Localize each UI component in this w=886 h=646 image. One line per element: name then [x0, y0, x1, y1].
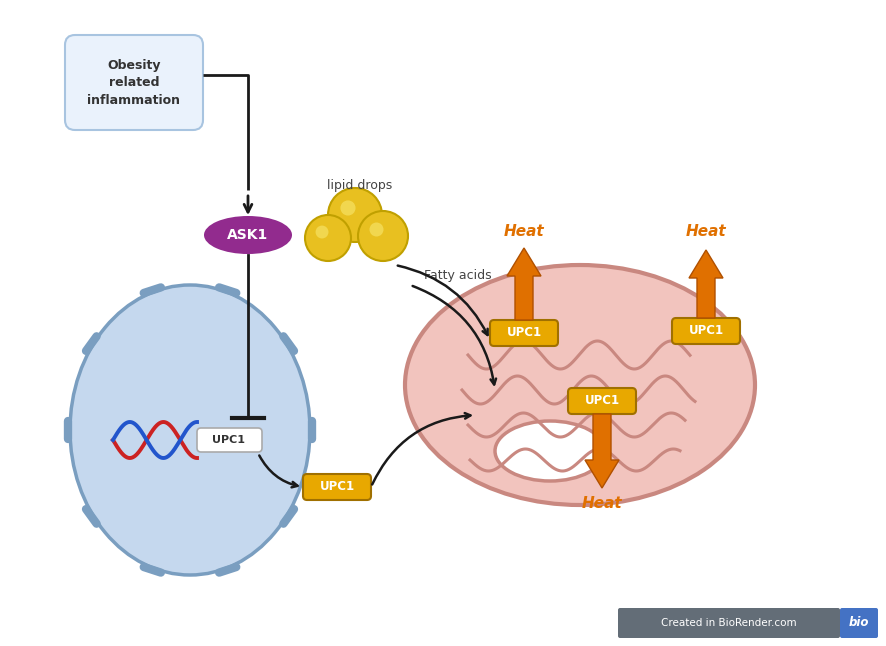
Text: UPC1: UPC1 — [584, 395, 618, 408]
Text: Created in BioRender.com: Created in BioRender.com — [660, 618, 796, 628]
Circle shape — [315, 225, 328, 238]
Ellipse shape — [70, 285, 309, 575]
Text: UPC1: UPC1 — [506, 326, 541, 340]
Circle shape — [340, 200, 355, 216]
FancyBboxPatch shape — [567, 388, 635, 414]
Polygon shape — [585, 414, 618, 488]
Text: Heat: Heat — [685, 225, 726, 240]
Circle shape — [305, 215, 351, 261]
FancyBboxPatch shape — [839, 608, 877, 638]
Ellipse shape — [405, 265, 754, 505]
Text: Heat: Heat — [581, 497, 622, 512]
Text: lipid drops: lipid drops — [327, 178, 392, 191]
Ellipse shape — [494, 421, 604, 481]
Ellipse shape — [204, 216, 291, 254]
Text: UPC1: UPC1 — [319, 481, 354, 494]
Text: bio: bio — [848, 616, 868, 629]
Text: ASK1: ASK1 — [227, 228, 268, 242]
FancyBboxPatch shape — [65, 35, 203, 130]
Text: UPC1: UPC1 — [213, 435, 245, 445]
FancyBboxPatch shape — [672, 318, 739, 344]
FancyBboxPatch shape — [489, 320, 557, 346]
Text: Heat: Heat — [503, 225, 544, 240]
Text: UPC1: UPC1 — [688, 324, 723, 337]
Circle shape — [369, 222, 383, 236]
Polygon shape — [688, 250, 722, 318]
FancyBboxPatch shape — [303, 474, 370, 500]
Circle shape — [328, 188, 382, 242]
Polygon shape — [507, 248, 540, 320]
FancyBboxPatch shape — [618, 608, 839, 638]
Text: Obesity
related
inflammation: Obesity related inflammation — [88, 59, 180, 107]
Text: Fatty acids: Fatty acids — [424, 269, 491, 282]
Circle shape — [358, 211, 408, 261]
FancyBboxPatch shape — [197, 428, 261, 452]
